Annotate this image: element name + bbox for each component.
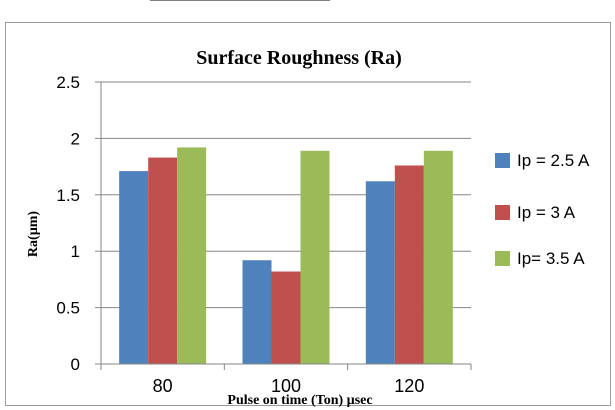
y-axis-label: Ra(µm) [26,211,41,258]
y-tick-label: 2 [71,129,80,148]
bar [271,271,301,364]
axes [100,82,471,365]
chart-title: Surface Roughness (Ra) [196,47,402,69]
y-tick-label: 0 [71,355,80,374]
x-axis-label: Pulse on time (Ton) µsec [227,393,372,408]
bar [300,150,330,364]
x-tick-label: 120 [394,376,424,396]
y-tick-label: 2.5 [56,73,80,92]
x-tick-label: 100 [271,376,301,396]
y-tick-label: 1.5 [56,186,80,205]
y-tick-labels: 0 0.5 1 1.5 2 2.5 [56,73,80,374]
legend-swatch [495,205,510,220]
legend-swatch [495,153,510,168]
legend-swatch [495,251,510,266]
y-tick-label: 1 [71,242,80,261]
bar [177,147,207,364]
bar [423,150,453,364]
bars [119,147,453,364]
bar [394,165,424,364]
legend: Ip = 2.5 A Ip = 3 A Ip= 3.5 A [495,151,590,268]
bar [365,181,395,364]
x-tick-labels: 80 100 120 [153,376,425,396]
bar [119,171,149,364]
bar [242,260,272,364]
bar [148,157,178,364]
legend-label: Ip = 2.5 A [517,151,590,170]
legend-label: Ip = 3 A [517,203,576,222]
legend-label: Ip= 3.5 A [517,249,585,268]
y-tick-label: 0.5 [56,299,80,318]
x-tick-label: 80 [153,376,173,396]
